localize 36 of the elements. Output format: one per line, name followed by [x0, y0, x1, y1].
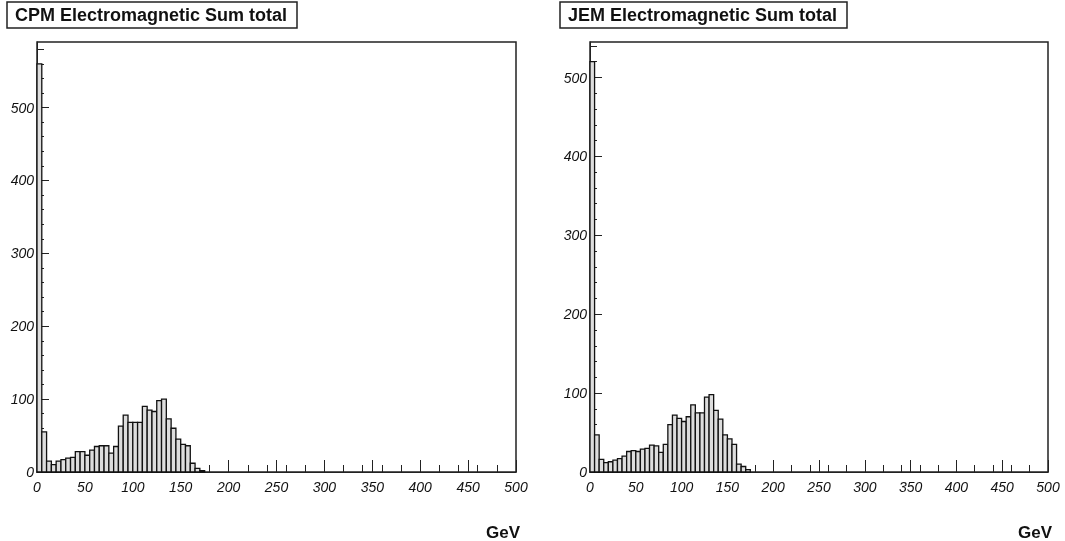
x-tick-label: 50: [628, 479, 644, 495]
y-tick-label: 0: [26, 464, 35, 480]
chart-title: CPM Electromagnetic Sum total: [15, 5, 288, 25]
y-tick-label: 100: [563, 385, 588, 402]
x-tick-label: 100: [669, 479, 694, 495]
x-tick-label: 450: [456, 479, 480, 495]
y-tick-label: 300: [10, 245, 35, 262]
x-tick-label: 350: [360, 479, 385, 495]
x-tick-label: 450: [990, 479, 1015, 495]
x-tick-label: 250: [263, 479, 289, 495]
chart-title: JEM Electromagnetic Sum total: [568, 5, 838, 25]
y-tick-label: 500: [10, 99, 35, 116]
x-tick-label: 300: [853, 479, 877, 495]
x-tick-label: 300: [312, 479, 337, 495]
x-tick-label: 500: [1036, 479, 1060, 495]
y-tick-label: 500: [563, 69, 588, 86]
x-tick-label: 400: [408, 479, 433, 495]
y-tick-label: 0: [579, 464, 588, 480]
y-tick-label: 200: [9, 318, 35, 335]
x-tick-label: 150: [715, 479, 740, 495]
y-tick-label: 400: [563, 148, 588, 165]
x-tick-label: 100: [121, 479, 145, 495]
y-tick-label: 100: [10, 391, 35, 408]
x-tick-label: 400: [944, 479, 969, 495]
y-tick-label: 400: [10, 172, 35, 189]
x-tick-label: 50: [77, 479, 93, 495]
x-tick-label: 200: [760, 479, 786, 495]
x-tick-label: 350: [898, 479, 923, 495]
x-tick-label: 200: [215, 479, 241, 495]
x-axis-title: GeV: [486, 523, 521, 541]
y-tick-label: 300: [563, 227, 588, 244]
y-tick-label: 200: [562, 306, 588, 323]
x-axis-title: GeV: [1018, 523, 1053, 541]
x-tick-label: 250: [806, 479, 831, 495]
x-tick-label: 150: [169, 479, 193, 495]
x-tick-label: 500: [504, 479, 528, 495]
